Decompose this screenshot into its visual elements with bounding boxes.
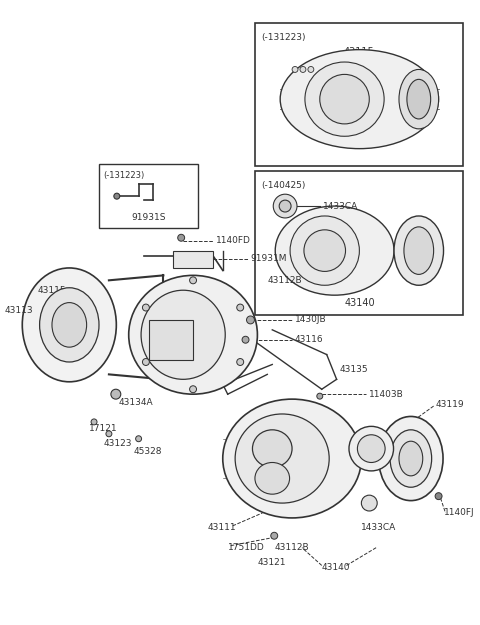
Text: 43112B: 43112B — [274, 543, 309, 552]
Ellipse shape — [404, 227, 433, 274]
Text: 43115: 43115 — [344, 47, 375, 57]
Text: 1140FJ: 1140FJ — [444, 509, 474, 518]
Ellipse shape — [235, 414, 329, 503]
Ellipse shape — [280, 49, 439, 149]
Text: 43115: 43115 — [37, 286, 66, 295]
Text: 43113: 43113 — [5, 306, 34, 314]
Text: 43116: 43116 — [295, 335, 324, 344]
Circle shape — [91, 419, 97, 425]
Circle shape — [273, 194, 297, 218]
Text: 91931M: 91931M — [251, 254, 287, 263]
Circle shape — [271, 532, 278, 539]
Text: 1433CA: 1433CA — [323, 202, 358, 211]
Circle shape — [247, 316, 254, 324]
Ellipse shape — [379, 416, 443, 501]
Text: 1140FD: 1140FD — [216, 236, 251, 245]
Bar — [99, 164, 198, 228]
Circle shape — [114, 193, 120, 199]
Text: (-131223): (-131223) — [103, 171, 144, 181]
Text: 43140: 43140 — [322, 563, 350, 572]
Circle shape — [242, 336, 249, 343]
Circle shape — [143, 304, 149, 311]
Text: 43140: 43140 — [344, 298, 375, 308]
Circle shape — [300, 66, 306, 72]
Text: 43134A: 43134A — [119, 398, 154, 407]
Text: 43121: 43121 — [257, 558, 286, 567]
Text: 43111: 43111 — [208, 523, 237, 532]
Circle shape — [143, 359, 149, 366]
Ellipse shape — [290, 216, 360, 285]
Bar — [255, 23, 463, 166]
Ellipse shape — [40, 288, 99, 362]
Circle shape — [136, 436, 142, 442]
Text: (-131223): (-131223) — [262, 33, 306, 42]
Text: (-140425): (-140425) — [262, 181, 306, 191]
Ellipse shape — [252, 430, 292, 468]
Circle shape — [292, 66, 298, 72]
Circle shape — [190, 386, 196, 392]
Ellipse shape — [390, 430, 432, 488]
Text: 43135: 43135 — [339, 365, 368, 374]
Ellipse shape — [399, 441, 423, 476]
Ellipse shape — [255, 462, 289, 494]
Circle shape — [435, 492, 442, 499]
Text: 1433CA: 1433CA — [361, 523, 396, 532]
Ellipse shape — [399, 69, 439, 129]
Circle shape — [237, 359, 244, 366]
Ellipse shape — [141, 290, 225, 379]
Ellipse shape — [223, 399, 361, 518]
Circle shape — [190, 277, 196, 284]
Ellipse shape — [349, 426, 394, 471]
Circle shape — [279, 200, 291, 212]
Ellipse shape — [275, 206, 394, 295]
Ellipse shape — [22, 268, 116, 382]
Bar — [255, 171, 463, 315]
Text: 43123: 43123 — [104, 439, 132, 448]
Text: 1751DD: 1751DD — [228, 543, 264, 552]
Text: 11403B: 11403B — [369, 389, 404, 399]
Text: 45328: 45328 — [133, 447, 162, 456]
Ellipse shape — [305, 62, 384, 136]
Ellipse shape — [129, 276, 257, 394]
Ellipse shape — [304, 230, 346, 271]
Circle shape — [361, 495, 377, 511]
Ellipse shape — [358, 435, 385, 462]
Ellipse shape — [407, 79, 431, 119]
Bar — [148, 320, 193, 359]
Ellipse shape — [394, 216, 444, 285]
Circle shape — [308, 66, 314, 72]
Circle shape — [178, 234, 185, 241]
Text: 17121: 17121 — [89, 424, 118, 433]
Ellipse shape — [320, 74, 369, 124]
Circle shape — [237, 304, 244, 311]
Text: 43119: 43119 — [436, 399, 464, 409]
Circle shape — [106, 431, 112, 437]
Circle shape — [111, 389, 121, 399]
Ellipse shape — [52, 302, 86, 347]
Circle shape — [317, 393, 323, 399]
Bar — [173, 251, 213, 269]
Text: 43112B: 43112B — [267, 276, 302, 285]
Text: 91931S: 91931S — [131, 214, 166, 222]
Text: 1430JB: 1430JB — [295, 316, 327, 324]
